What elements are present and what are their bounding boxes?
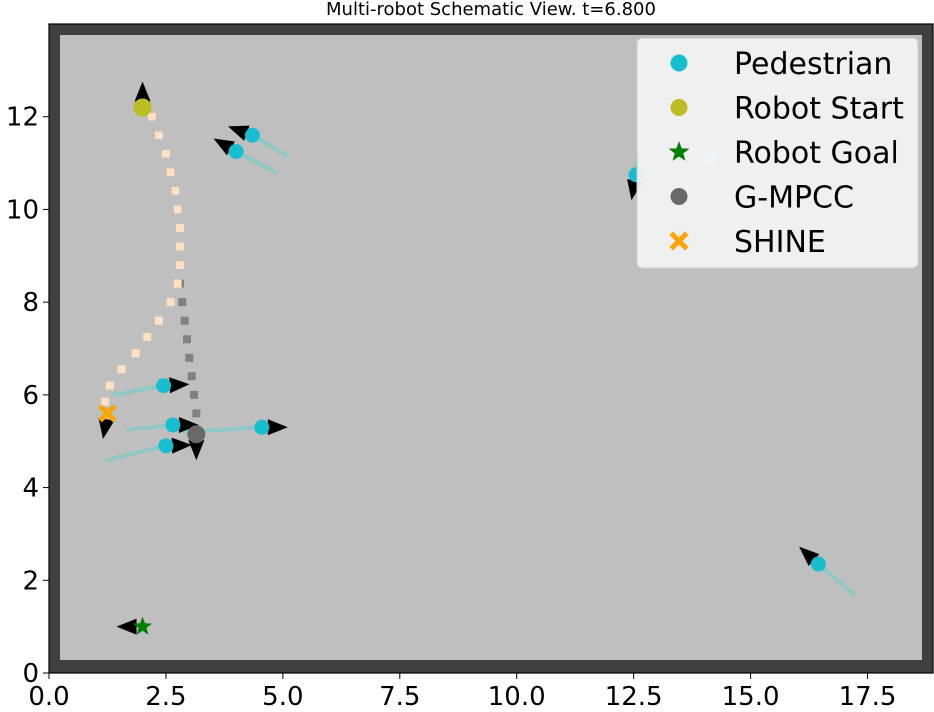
pedestrian-heading-6: [171, 437, 192, 454]
x-tick-label-6: 15.0: [722, 682, 780, 712]
robot-goal-heading: [116, 618, 137, 635]
pedestrian-marker-4: [165, 417, 181, 433]
legend-marker-4: [669, 231, 689, 251]
pedestrian-marker-3: [156, 378, 172, 394]
shine-path-dot-15: [105, 381, 114, 390]
y-tick-label-2: 4: [22, 474, 39, 504]
y-tick-label-6: 12: [6, 103, 39, 133]
y-axis: 0 2 4 6 8 10 12: [6, 103, 49, 689]
robot-start-marker: [133, 98, 152, 117]
legend-label-2: Robot Goal: [734, 136, 899, 171]
x-tick-label-2: 5.0: [262, 682, 303, 712]
shine-path-dot-12: [143, 332, 152, 341]
shine-path-dot-4: [171, 186, 180, 195]
shine-marker: [98, 404, 117, 423]
legend-label-3: G-MPCC: [734, 181, 854, 216]
gmpcc-path-dot-16: [192, 409, 201, 418]
x-tick-label-1: 2.5: [145, 682, 186, 712]
shine-path-dot-7: [175, 242, 184, 251]
shine-path-dot-9: [173, 279, 182, 288]
legend-marker-3: [670, 188, 688, 205]
shine-marker-stroke-b: [98, 404, 117, 423]
pedestrian-trail-7: [816, 562, 856, 597]
legend: Pedestrian Robot Start Robot Goal G-MPCC SHI…: [636, 37, 919, 269]
x-tick-label-0: 0.0: [28, 682, 69, 712]
legend-marker-1: [670, 99, 688, 116]
shine-heading: [98, 417, 115, 440]
x-tick-label-7: 17.5: [839, 682, 897, 712]
shine-path-dot-3: [166, 168, 175, 177]
pedestrian-heading-1: [213, 138, 235, 156]
shine-path-dot-6: [175, 223, 184, 232]
robot-paths: [101, 112, 201, 418]
legend-marker-4-stroke-b: [669, 231, 689, 251]
y-tick-label-0: 0: [22, 659, 39, 689]
shine-path-dot-2: [161, 149, 170, 158]
gmpcc-heading: [188, 440, 205, 461]
pedestrian-heading-0: [228, 125, 250, 141]
y-tick-label-4: 8: [22, 288, 39, 318]
axes-frame: [48, 23, 934, 674]
gmpcc-path-dot-10: [178, 298, 187, 307]
legend-label-0: Pedestrian: [734, 47, 892, 82]
agents: [98, 81, 826, 635]
legend-label-4: SHINE: [734, 225, 826, 260]
legend-label-1: Robot Start: [734, 92, 904, 127]
pedestrian-marker-5: [254, 419, 270, 435]
x-tick-label-5: 12.5: [605, 682, 663, 712]
shine-path-dot-11: [154, 316, 163, 325]
gmpcc-path-dot-14: [187, 372, 196, 381]
y-tick-label-1: 2: [22, 566, 39, 596]
gmpcc-path-dot-15: [189, 390, 198, 399]
chart-title: Multi-robot Schematic View. t=6.800: [326, 0, 656, 20]
pedestrian-marker-0: [244, 127, 260, 143]
pedestrian-trail-3: [112, 383, 166, 397]
pedestrian-heading-3: [169, 377, 190, 394]
shine-path-dot-5: [173, 205, 182, 214]
pedestrian-heading-7: [799, 546, 820, 566]
shine-path-dot-13: [131, 349, 140, 358]
legend-box: [636, 37, 919, 269]
gmpcc-path-dot-11: [180, 316, 189, 325]
robot-start-heading: [134, 81, 151, 102]
gmpcc-path-dot-13: [185, 353, 194, 362]
pedestrian-trail-6: [105, 443, 168, 462]
legend-marker-2: [668, 141, 690, 161]
pedestrian-marker-7: [810, 556, 826, 572]
robot-goal-marker: [133, 616, 153, 635]
x-tick-label-3: 7.5: [379, 682, 420, 712]
legend-marker-0: [670, 54, 688, 72]
pedestrian-marker-1: [228, 143, 244, 159]
shine-path-dot-16: [101, 397, 110, 406]
pedestrian-marker-6: [158, 438, 174, 454]
shine-path-dot-8: [175, 261, 184, 270]
x-tick-label-4: 10.0: [488, 682, 546, 712]
gmpcc-marker: [187, 425, 206, 444]
gmpcc-path-dot-12: [182, 335, 191, 344]
x-axis: 0.0 2.5 5.0 7.5 10.0 12.5 15.0 17.5: [28, 673, 896, 712]
shine-path-dot-0: [147, 112, 156, 121]
y-tick-label-3: 6: [22, 381, 39, 411]
pedestrian-heading-4: [178, 416, 199, 433]
y-tick-label-5: 10: [6, 195, 39, 225]
shine-path-dot-10: [166, 298, 175, 307]
pedestrian-heading-5: [267, 419, 288, 436]
shine-path-dot-1: [154, 131, 163, 140]
shine-path-dot-14: [117, 365, 126, 374]
